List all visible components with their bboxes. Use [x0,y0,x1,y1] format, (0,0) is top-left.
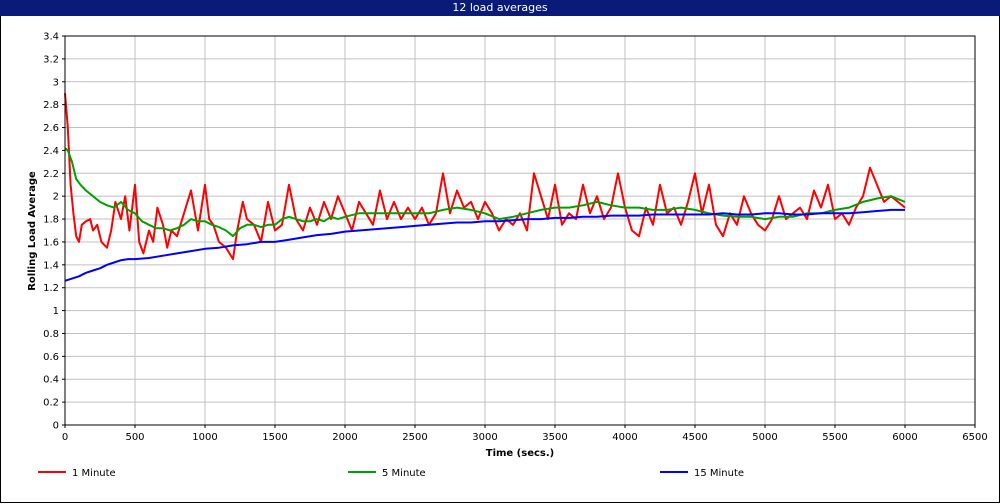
series-line-1-minute [64,93,906,261]
legend-label: 5 Minute [382,468,426,479]
y-tick-label: 0.4 [43,375,59,386]
y-tick-label: 3 [53,77,59,88]
y-tick-label: 0.8 [43,329,59,340]
x-tick-label: 2000 [332,432,357,443]
x-tick-label: 5000 [752,432,777,443]
y-tick-label: 1 [53,306,59,317]
x-tick-label: 4000 [612,432,637,443]
y-tick-label: 3.2 [43,54,59,65]
x-tick-label: 3000 [472,432,497,443]
x-tick-label: 5500 [822,432,847,443]
y-axis-label: Rolling Load Average [27,171,38,291]
y-tick-label: 1.2 [43,283,59,294]
x-axis-label: Time (secs.) [486,448,555,459]
y-tick-label: 3.4 [43,32,59,43]
y-tick-label: 0.6 [43,352,59,363]
x-tick-label: 6500 [962,432,987,443]
x-tick-label: 1000 [192,432,217,443]
series-line-15-minute [64,208,905,282]
x-tick-label: 6000 [892,432,917,443]
chart-window-title: 12 load averages [0,0,1000,16]
grid [64,35,976,426]
x-tick-label: 3500 [542,432,567,443]
legend-item: 15 Minute [660,468,744,479]
y-axis-ticks: 0 0.2 0.4 0.6 0.8 1 1.2 1.4 1.6 1.8 2 2.2 2.4 2.6 2.8 3… [43,32,65,432]
x-tick-label: 1500 [262,432,287,443]
x-tick-label: 4500 [682,432,707,443]
series-lines [64,93,906,282]
plot-area-border [64,35,976,426]
y-tick-label: 0.2 [43,398,59,409]
y-tick-label: 2 [53,192,59,203]
legend-item: 5 Minute [348,468,426,479]
x-tick-label: 2500 [402,432,427,443]
x-tick-label: 500 [125,432,144,443]
y-tick-label: 2.6 [43,123,59,134]
y-tick-label: 0 [53,421,59,432]
legend-label: 15 Minute [694,468,744,479]
legend-label: 1 Minute [72,468,116,479]
x-axis-ticks: 0 500 1000 1500 2000 2500 3000 3500 4000 4500 5000… [62,425,988,443]
x-tick-label: 0 [62,432,68,443]
legend: 1 Minute 5 Minute 15 Minute [38,468,744,479]
y-tick-label: 1.6 [43,237,59,248]
y-tick-label: 1.4 [43,260,59,271]
y-tick-label: 2.4 [43,146,59,157]
y-tick-label: 2.8 [43,100,59,111]
y-tick-label: 2.2 [43,169,59,180]
legend-item: 1 Minute [38,468,116,479]
y-tick-label: 1.8 [43,215,59,226]
